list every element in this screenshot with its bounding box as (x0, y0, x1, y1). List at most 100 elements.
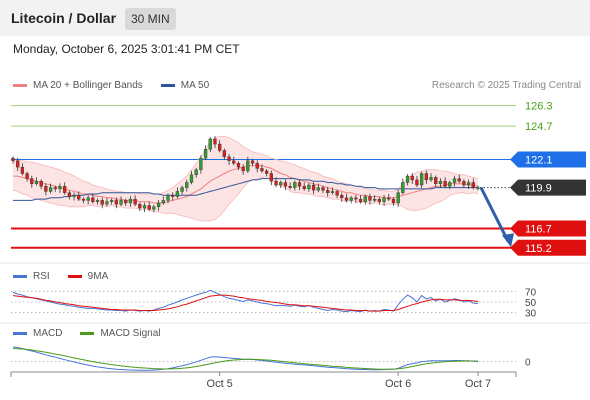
candle-body (91, 197, 95, 202)
price-levels (11, 105, 516, 249)
candle-body (222, 150, 227, 158)
candle-body (53, 187, 57, 190)
candle-body (283, 182, 288, 187)
candle-body (95, 200, 100, 202)
candle (63, 182, 67, 195)
instrument-title: Litecoin / Dollar (11, 10, 117, 26)
candle-body (321, 187, 325, 191)
candle-body (119, 200, 123, 205)
candle (53, 185, 57, 192)
level-value-text: 119.9 (525, 183, 552, 195)
candle (48, 183, 53, 194)
bollinger-lower-line (12, 176, 479, 222)
candle (316, 183, 320, 193)
candle-body (34, 180, 39, 184)
candle-body (269, 173, 273, 182)
candle-body (250, 160, 255, 164)
candle-body (466, 182, 471, 186)
candle-body (86, 197, 90, 201)
candle-body (452, 178, 457, 183)
rsi-ma-line (12, 294, 479, 312)
rsi-ma-legend-label: 9MA (87, 271, 109, 282)
bollinger-upper-line (12, 136, 479, 195)
candle-body (171, 195, 175, 197)
candle-body (434, 177, 438, 184)
candle (86, 194, 90, 205)
candle (354, 194, 358, 204)
rsi-legend-label: RSI (33, 271, 50, 282)
candle-body (133, 198, 137, 205)
candle (415, 175, 419, 187)
candle (67, 190, 72, 200)
candle (236, 161, 241, 171)
candle (424, 170, 428, 184)
candle-body (72, 195, 76, 197)
candle (175, 187, 180, 199)
x-axis-label: Oct 6 (385, 378, 411, 390)
candle (307, 183, 311, 192)
candle (16, 157, 20, 172)
level-tag (510, 151, 586, 168)
candle-body (415, 179, 419, 186)
candle (166, 193, 170, 204)
macd-signal-swatch (80, 332, 95, 335)
rsi-line (12, 289, 479, 313)
candle-body (218, 143, 222, 151)
candle-body (48, 187, 53, 192)
candle-body (457, 178, 461, 182)
level-label-124-7: 124.7 (525, 121, 553, 133)
macd-signal-legend-label: MACD Signal (100, 328, 161, 339)
candle (311, 182, 316, 195)
rsi-ma-swatch (67, 275, 82, 278)
rsi-legend: RSI 9MA (13, 271, 126, 282)
candle-body (316, 187, 320, 191)
candle-body (241, 166, 245, 172)
candle-body (142, 205, 147, 209)
candle (199, 155, 203, 174)
candle-body (156, 202, 161, 208)
candle-body (16, 160, 20, 168)
candle-body (443, 180, 447, 187)
candle (119, 196, 123, 207)
candle-body (311, 184, 316, 191)
candle (213, 136, 217, 149)
level-value-text: 122.1 (525, 154, 553, 166)
candle (462, 179, 466, 188)
ma20-legend-label: MA 20 + Bollinger Bands (33, 80, 143, 91)
level-label-115-2: 115.2 (510, 239, 586, 256)
candle-body (63, 186, 67, 193)
candle (142, 202, 147, 213)
candle-body (410, 175, 414, 181)
candle-body (109, 200, 114, 202)
candle (269, 170, 273, 186)
candle-body (405, 175, 410, 183)
candle (11, 156, 15, 164)
candle-body (326, 189, 330, 193)
candle-body (124, 200, 128, 204)
x-axis-label: Oct 7 (465, 378, 491, 390)
candle (20, 163, 25, 176)
candle (410, 173, 414, 184)
interval-badge[interactable]: 30 MIN (125, 8, 176, 30)
candle (349, 195, 353, 204)
ma50-line (13, 178, 478, 201)
candle-body (227, 156, 231, 161)
candle (147, 201, 151, 212)
level-label-126-3: 126.3 (525, 101, 553, 113)
candle-body (77, 195, 81, 200)
candle-body (387, 197, 391, 200)
candle-body (185, 182, 189, 188)
candles (11, 136, 514, 248)
candle (283, 179, 288, 191)
candle (241, 164, 245, 175)
candle (39, 179, 43, 190)
candle (128, 196, 133, 207)
rsi-tick-label: 50 (525, 298, 537, 309)
candle-body (180, 187, 184, 192)
candle (91, 193, 95, 204)
candle-body (44, 186, 48, 192)
candle (152, 204, 156, 213)
candle (330, 187, 335, 195)
candle-body (391, 198, 396, 204)
